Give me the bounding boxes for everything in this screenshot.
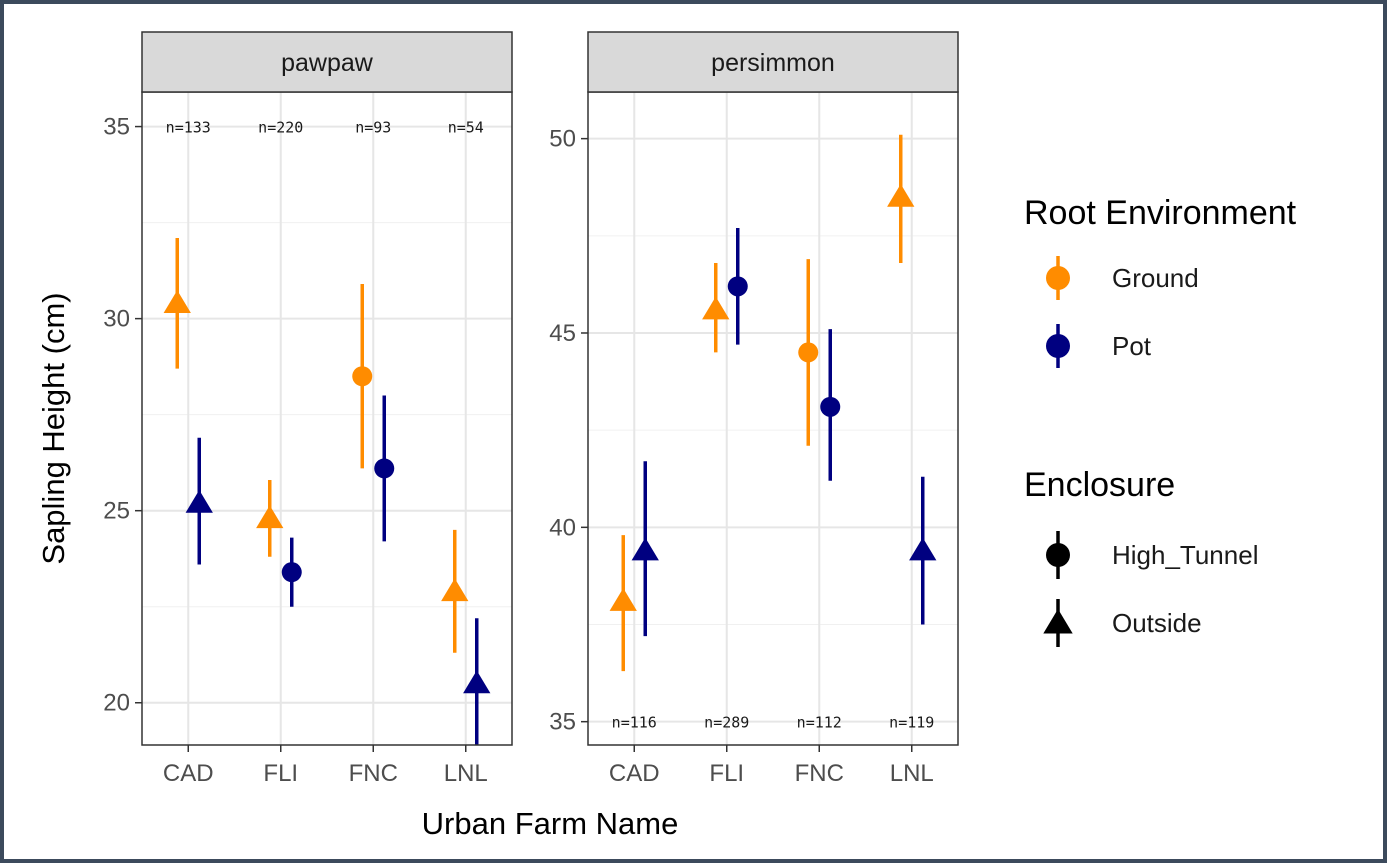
y-tick-label: 40 <box>549 514 576 541</box>
y-tick-label: 35 <box>103 114 130 141</box>
x-tick-label: CAD <box>609 760 660 787</box>
data-point <box>702 296 730 320</box>
y-tick-label: 45 <box>549 320 576 347</box>
data-point <box>352 366 373 387</box>
x-tick-label: LNL <box>890 760 934 787</box>
data-point <box>798 342 819 363</box>
data-point <box>909 537 937 561</box>
x-tick-label: FLI <box>263 760 298 787</box>
sample-size-label: n=220 <box>258 119 303 137</box>
legend-label-pot: Pot <box>1112 331 1152 361</box>
legend-label-high-tunnel: High_Tunnel <box>1112 540 1258 570</box>
legend-key-point <box>1043 609 1073 634</box>
data-point <box>727 276 748 297</box>
data-point <box>609 588 637 611</box>
sample-size-label: n=119 <box>889 714 934 732</box>
y-tick-label: 20 <box>103 690 130 717</box>
legend-key-point <box>1046 266 1070 290</box>
legend-title-root-environment: Root Environment <box>1024 194 1297 232</box>
sample-size-label: n=93 <box>355 119 391 137</box>
facet-strip <box>141 31 513 93</box>
legend-title-enclosure: Enclosure <box>1024 466 1175 504</box>
data-point <box>463 670 491 694</box>
sample-size-label: n=112 <box>797 714 842 732</box>
facet-panel-pawpaw: n=133 n=220 n=93 n=54 pawpaw 20 25 30 35 CAD FLI FN… <box>103 31 513 787</box>
data-point <box>163 290 191 314</box>
x-tick-label: FNC <box>349 760 398 787</box>
legend-label-outside: Outside <box>1112 608 1202 638</box>
legend-label-ground: Ground <box>1112 263 1199 293</box>
legend-key-point <box>1046 334 1070 358</box>
legend: Root Environment Ground Pot Enclosure High_T… <box>1024 194 1297 647</box>
x-tick-label: FNC <box>795 760 844 787</box>
sample-size-label: n=116 <box>612 714 657 732</box>
y-tick-label: 35 <box>549 709 576 736</box>
data-point <box>441 578 469 602</box>
facet-strip <box>587 31 959 93</box>
panel-background <box>142 92 512 745</box>
y-tick-label: 25 <box>103 498 130 525</box>
x-tick-label: CAD <box>163 760 214 787</box>
data-point <box>887 183 915 207</box>
data-point <box>185 490 213 513</box>
y-axis-title: Sapling Height (cm) <box>36 292 71 564</box>
data-point <box>281 562 302 583</box>
sample-size-label: n=54 <box>448 119 484 137</box>
facet-strip-label: persimmon <box>711 49 835 77</box>
y-tick-label: 30 <box>103 306 130 333</box>
x-tick-label: FLI <box>709 760 744 787</box>
y-tick-label: 50 <box>549 126 576 153</box>
data-point <box>256 505 284 529</box>
x-axis-title: Urban Farm Name <box>422 806 679 841</box>
faceted-pointrange-chart: n=133 n=220 n=93 n=54 pawpaw 20 25 30 35 CAD FLI FN… <box>36 31 1297 841</box>
sample-size-label: n=289 <box>704 714 749 732</box>
data-point <box>820 396 841 417</box>
facet-strip-label: pawpaw <box>281 49 374 77</box>
x-tick-label: LNL <box>444 760 488 787</box>
sample-size-label: n=133 <box>166 119 211 137</box>
legend-key-point <box>1046 543 1070 567</box>
facet-panel-persimmon: n=116 n=289 n=112 n=119 persimmon 35 40 45 50 CAD… <box>549 31 959 787</box>
data-point <box>631 537 659 561</box>
data-point <box>374 458 395 479</box>
